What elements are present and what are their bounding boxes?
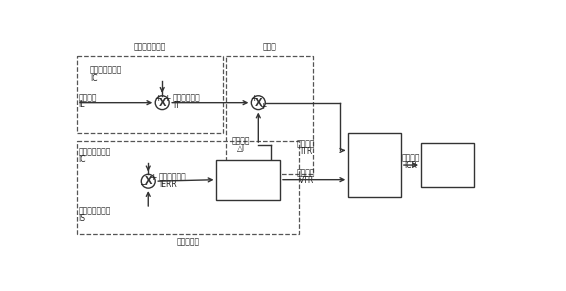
Text: +: + [163, 94, 170, 103]
Text: +: + [149, 173, 157, 182]
Text: 电压控制环: 电压控制环 [176, 237, 199, 246]
Text: 设置电流: 设置电流 [297, 139, 316, 148]
Text: IC: IC [79, 155, 86, 164]
Text: −: − [140, 180, 148, 190]
Text: 电池电流误差: 电池电流误差 [159, 172, 187, 181]
Text: 负载电流: 负载电流 [79, 94, 97, 102]
Text: IS: IS [79, 214, 85, 223]
Text: 扰动电流: 扰动电流 [232, 136, 251, 145]
Text: 电池电流目标值: 电池电流目标值 [79, 148, 111, 157]
Text: +: + [259, 102, 267, 111]
Text: IT: IT [173, 101, 180, 110]
Text: 协调环: 协调环 [262, 43, 276, 52]
Text: X: X [144, 176, 152, 186]
FancyBboxPatch shape [348, 134, 401, 197]
Text: 电池电流采样值: 电池电流采样值 [79, 206, 111, 215]
Text: IL: IL [79, 100, 85, 109]
Text: ICR: ICR [405, 161, 417, 170]
Text: 总电流目标值: 总电流目标值 [173, 94, 201, 102]
Text: X: X [158, 98, 166, 108]
Text: ITR: ITR [300, 147, 312, 156]
Text: △I: △I [237, 144, 245, 153]
Text: IC: IC [90, 74, 97, 83]
Text: +: + [154, 94, 161, 103]
Text: VLOOP: VLOOP [235, 180, 261, 189]
Text: 蓄电池: 蓄电池 [440, 161, 455, 170]
FancyBboxPatch shape [421, 143, 474, 187]
Text: X: X [255, 98, 262, 108]
Text: VTR: VTR [299, 176, 314, 185]
Text: 设置电压: 设置电压 [297, 168, 316, 177]
Text: +: + [250, 94, 258, 103]
FancyBboxPatch shape [216, 160, 280, 200]
Text: IERR: IERR [159, 180, 177, 189]
Text: 电流超前控制环: 电流超前控制环 [134, 43, 166, 52]
Text: 整流装置: 整流装置 [365, 161, 385, 170]
Text: 电池电流目标值: 电池电流目标值 [90, 66, 122, 75]
Text: 控制环节: 控制环节 [239, 170, 258, 179]
Text: 充电电流: 充电电流 [402, 154, 420, 163]
